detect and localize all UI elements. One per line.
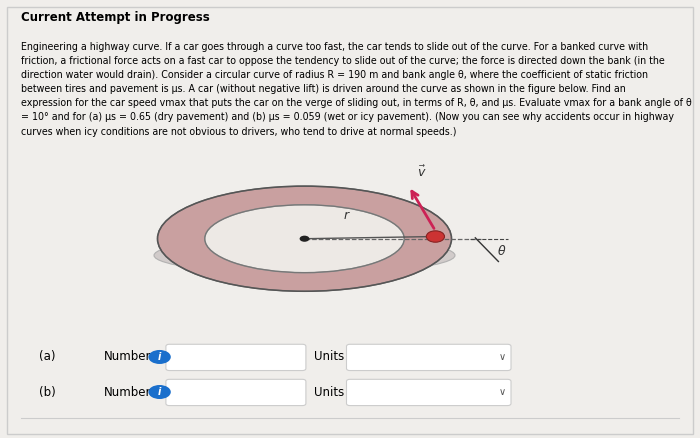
Text: (a): (a) [38, 350, 55, 364]
Circle shape [300, 236, 309, 242]
Text: i: i [158, 352, 161, 362]
Text: $\theta$: $\theta$ [497, 244, 506, 258]
Text: ∨: ∨ [498, 352, 505, 362]
Ellipse shape [204, 205, 405, 272]
FancyBboxPatch shape [346, 344, 511, 371]
Text: Number: Number [104, 385, 151, 399]
Text: Units: Units [314, 350, 344, 364]
FancyBboxPatch shape [166, 344, 306, 371]
FancyBboxPatch shape [346, 379, 511, 406]
Text: ∨: ∨ [498, 387, 505, 397]
Text: Units: Units [314, 385, 344, 399]
Text: Number: Number [104, 350, 151, 364]
FancyBboxPatch shape [166, 379, 306, 406]
Text: (b): (b) [38, 385, 55, 399]
Text: Engineering a highway curve. If a car goes through a curve too fast, the car ten: Engineering a highway curve. If a car go… [21, 42, 692, 137]
Ellipse shape [158, 186, 452, 291]
Circle shape [426, 231, 444, 242]
Text: Current Attempt in Progress: Current Attempt in Progress [21, 11, 210, 24]
Text: $\vec{v}$: $\vec{v}$ [416, 165, 426, 180]
Text: i: i [158, 387, 161, 397]
Circle shape [148, 385, 171, 399]
Circle shape [148, 350, 171, 364]
Ellipse shape [154, 237, 455, 274]
Text: r: r [344, 209, 349, 223]
